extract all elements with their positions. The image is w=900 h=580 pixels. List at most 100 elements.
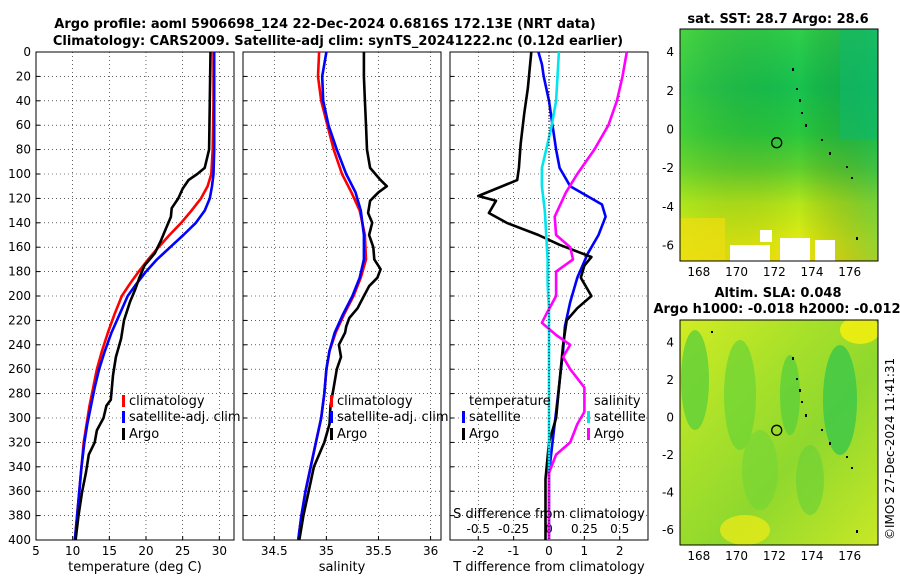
x-tick-label: 20 bbox=[138, 544, 153, 558]
sst-y-tick-label: 0 bbox=[666, 123, 674, 137]
y-tick-label: 220 bbox=[8, 313, 31, 327]
x-tick-label: 10 bbox=[65, 544, 80, 558]
y-tick-label: 380 bbox=[8, 509, 31, 523]
legend-swatch-satellite bbox=[122, 411, 125, 423]
y-tick-label: 160 bbox=[8, 240, 31, 254]
sst-argo-position-marker bbox=[771, 137, 783, 149]
legend-label-t-satellite: satellite bbox=[469, 410, 521, 425]
y-tick-label: 40 bbox=[16, 94, 31, 108]
temperature-series-satellite-adj-clim bbox=[73, 52, 216, 541]
y-tick-label: 300 bbox=[8, 411, 31, 425]
legend-label-s-argo: Argo bbox=[594, 427, 624, 442]
temperature-xlabel: temperature (deg C) bbox=[68, 560, 202, 575]
sla-y-tick-label: -4 bbox=[662, 486, 674, 500]
sla-y-tick-label: 4 bbox=[666, 336, 674, 350]
temperature-series-argo bbox=[74, 51, 212, 541]
y-tick-label: 0 bbox=[23, 45, 31, 59]
difference-xlabel: T difference from climatology bbox=[452, 560, 645, 575]
sla-y-tick-label: -6 bbox=[662, 523, 674, 537]
sla-x-tick-label: 174 bbox=[801, 549, 824, 563]
legend-label-argo: Argo bbox=[337, 427, 367, 442]
y-tick-label: 400 bbox=[8, 533, 31, 547]
legend-swatch-argo bbox=[122, 428, 125, 440]
legend-label-climatology: climatology bbox=[337, 394, 413, 409]
y-tick-label: 320 bbox=[8, 435, 31, 449]
x-tick-label: 30 bbox=[212, 544, 227, 558]
sst-x-tick-label: 168 bbox=[687, 265, 710, 279]
legend-label-satellite: satellite-adj. clim bbox=[129, 410, 241, 425]
sla-x-tick-label: 176 bbox=[838, 549, 861, 563]
legend-swatch-climatology bbox=[330, 395, 333, 407]
y-tick-label: 100 bbox=[8, 167, 31, 181]
sla-x-tick-label: 170 bbox=[725, 549, 748, 563]
difference-legend: temperature salinity satellite Argo sate… bbox=[462, 394, 646, 442]
sst-map-title: sat. SST: 28.7 Argo: 28.6 bbox=[687, 12, 868, 27]
legend-swatch-t-argo bbox=[462, 428, 465, 440]
sla-x-tick-label: 168 bbox=[687, 549, 710, 563]
legend-swatch-argo bbox=[330, 428, 333, 440]
y-tick-label: 340 bbox=[8, 460, 31, 474]
y-tick-label: 180 bbox=[8, 265, 31, 279]
sst-y-tick-label: -6 bbox=[662, 239, 674, 253]
y-tick-label: 200 bbox=[8, 289, 31, 303]
x-tick-label: 2 bbox=[616, 544, 624, 558]
sla-map-title-line2: Argo h1000: -0.018 h2000: -0.012 bbox=[653, 302, 900, 317]
legend-title-temperature: temperature bbox=[469, 394, 551, 409]
sst-y-tick-label: -4 bbox=[662, 200, 674, 214]
title-line-2: Climatology: CARS2009. Satellite-adj cli… bbox=[53, 34, 623, 49]
salinity-xlabel: salinity bbox=[319, 560, 366, 575]
y-tick-label: 80 bbox=[16, 143, 31, 157]
sst-x-tick-label: 174 bbox=[801, 265, 824, 279]
legend-label-climatology: climatology bbox=[129, 394, 205, 409]
salinity-legend: climatology satellite-adj. clim Argo bbox=[330, 394, 449, 442]
sla-map-image bbox=[680, 320, 878, 545]
x-tick-label: 36 bbox=[423, 544, 438, 558]
sst-y-tick-label: -2 bbox=[662, 161, 674, 175]
difference-top-axis-label: S difference from climatology bbox=[453, 507, 645, 522]
sst-y-tick-label: 2 bbox=[666, 84, 674, 98]
x-tick-label: 35 bbox=[319, 544, 334, 558]
x-tick-label: -1 bbox=[508, 544, 520, 558]
sla-y-tick-label: -2 bbox=[662, 448, 674, 462]
legend-swatch-s-satellite bbox=[587, 411, 590, 423]
y-tick-label: 120 bbox=[8, 191, 31, 205]
sst-islands bbox=[792, 68, 858, 240]
sla-y-tick-label: 0 bbox=[666, 411, 674, 425]
x-tick-label: 1 bbox=[581, 544, 589, 558]
legend-swatch-s-argo bbox=[587, 428, 590, 440]
s-diff-tick-label: 0.5 bbox=[610, 522, 629, 536]
temperature-legend: climatology satellite-adj. clim Argo bbox=[122, 394, 241, 442]
grid-layer bbox=[35, 51, 648, 541]
legend-label-argo: Argo bbox=[129, 427, 159, 442]
legend-swatch-t-satellite bbox=[462, 411, 465, 423]
sst-x-tick-label: 176 bbox=[838, 265, 861, 279]
x-tick-label: 15 bbox=[102, 544, 117, 558]
y-tick-label: 360 bbox=[8, 484, 31, 498]
y-tick-label: 280 bbox=[8, 387, 31, 401]
legend-swatch-satellite bbox=[330, 411, 333, 423]
y-tick-label: 60 bbox=[16, 118, 31, 132]
difference-series-argo-t-diff bbox=[477, 51, 593, 540]
x-tick-label: 5 bbox=[32, 544, 40, 558]
sst-y-tick-label: 4 bbox=[666, 45, 674, 59]
sst-map-frame bbox=[679, 28, 879, 262]
x-tick-label: 35.5 bbox=[365, 544, 392, 558]
sla-islands bbox=[711, 331, 858, 533]
x-tick-label: -2 bbox=[472, 544, 484, 558]
legend-label-s-satellite: satellite bbox=[594, 410, 646, 425]
x-tick-label: 34.5 bbox=[261, 544, 288, 558]
legend-label-t-argo: Argo bbox=[469, 427, 499, 442]
x-tick-label: 0 bbox=[545, 544, 553, 558]
sla-argo-position-marker bbox=[771, 424, 783, 436]
salinity-series-satellite-adj-clim bbox=[296, 51, 366, 541]
x-tick-label: 25 bbox=[175, 544, 190, 558]
sst-map-image bbox=[680, 29, 878, 261]
y-tick-label: 240 bbox=[8, 338, 31, 352]
footer-timestamp: ©IMOS 27-Dec-2024 11:41:31 bbox=[883, 358, 897, 540]
sla-map-frame bbox=[679, 319, 879, 546]
sst-x-tick-label: 172 bbox=[763, 265, 786, 279]
sla-map-title-line1: Altim. SLA: 0.048 bbox=[715, 286, 842, 301]
y-tick-label: 140 bbox=[8, 216, 31, 230]
s-diff-tick-label: 0.25 bbox=[571, 522, 598, 536]
